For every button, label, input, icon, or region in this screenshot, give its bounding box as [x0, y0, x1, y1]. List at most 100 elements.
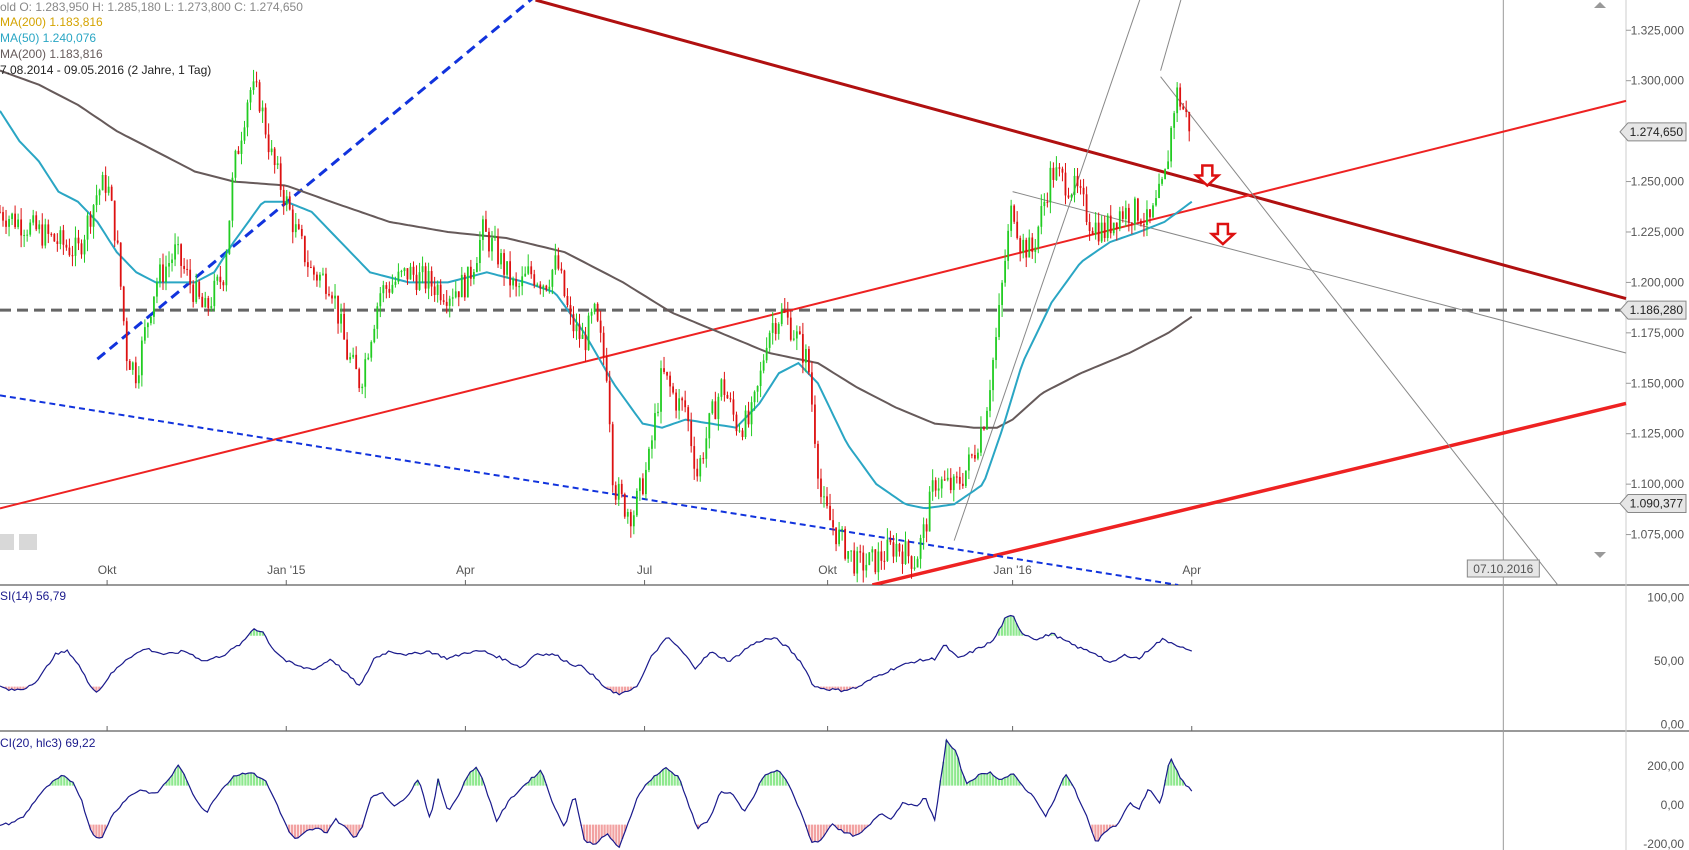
candle-body	[352, 354, 355, 358]
candle-body	[297, 224, 300, 230]
candle	[1188, 111, 1191, 142]
candle-body	[131, 362, 134, 370]
candle	[41, 213, 44, 249]
candle	[376, 302, 379, 339]
candle-body	[554, 255, 557, 270]
candle	[65, 239, 68, 251]
candle-body	[901, 551, 904, 565]
candle	[237, 146, 240, 155]
candle-body	[497, 236, 499, 265]
candle-body	[829, 505, 831, 521]
x-tick-label: Jan '16	[993, 563, 1032, 577]
candle	[303, 235, 306, 267]
candle	[977, 448, 979, 461]
candle-body	[485, 219, 487, 232]
candle-body	[406, 268, 409, 280]
candle	[629, 509, 632, 538]
candle	[328, 286, 330, 297]
candle-body	[1034, 247, 1037, 252]
candle-body	[291, 209, 294, 233]
candle	[273, 146, 276, 174]
candle	[475, 257, 478, 273]
scroll-down-arrow[interactable]	[1594, 552, 1606, 558]
candle-body	[654, 413, 656, 441]
candle	[1106, 213, 1109, 242]
candle-body	[86, 215, 89, 240]
candle	[681, 396, 684, 411]
candle-body	[11, 213, 13, 220]
candle	[1070, 193, 1073, 201]
pane-collapse-button[interactable]	[0, 534, 14, 550]
candle-body	[89, 215, 92, 227]
candle-body	[445, 301, 448, 306]
candle-body	[415, 274, 418, 290]
candle-body	[1025, 239, 1028, 258]
candle	[838, 521, 840, 547]
candle	[1043, 193, 1046, 216]
candle	[623, 492, 626, 519]
candle	[850, 550, 853, 562]
candle-body	[288, 196, 291, 210]
candle	[635, 488, 638, 518]
candle	[219, 265, 222, 290]
candle-body	[165, 266, 167, 282]
scroll-up-arrow[interactable]	[1594, 2, 1606, 8]
candle	[1082, 178, 1085, 207]
candle-body	[113, 200, 116, 241]
candle	[11, 212, 13, 226]
candle	[823, 486, 825, 508]
candle-body	[394, 281, 397, 285]
support-price-box: 1.186,280	[1619, 300, 1687, 320]
candle-body	[98, 190, 101, 196]
candle-body	[536, 284, 539, 286]
candle	[581, 322, 584, 339]
candle	[687, 404, 690, 432]
candle	[992, 357, 994, 402]
candle	[880, 540, 883, 570]
candle-body	[1176, 87, 1179, 114]
lower-blue-dashed-trendline	[0, 394, 1179, 585]
candle-body	[1094, 222, 1097, 235]
candle-body	[334, 295, 336, 299]
candle	[1058, 162, 1061, 177]
candle-body	[436, 284, 439, 295]
candle	[744, 405, 747, 440]
candle-body	[756, 386, 759, 392]
candle-body	[448, 298, 451, 306]
candle-body	[146, 323, 149, 328]
rsi-label: SI(14) 56,79	[0, 589, 67, 603]
candle	[847, 550, 850, 563]
y-tick-label: 1.100,000	[1631, 477, 1685, 491]
candle-body	[219, 276, 222, 283]
candle	[204, 291, 207, 308]
candle	[107, 176, 110, 196]
candle	[720, 378, 723, 401]
candle	[98, 188, 101, 205]
candle-body	[635, 490, 638, 516]
candle	[587, 312, 590, 351]
candle-body	[77, 237, 80, 244]
candle	[560, 262, 563, 274]
candle-body	[240, 140, 243, 154]
candle	[1118, 206, 1121, 232]
candle-body	[1124, 207, 1127, 219]
candle	[916, 556, 919, 568]
candle-body	[2, 212, 4, 221]
candle-body	[605, 356, 608, 381]
overbought-fill	[247, 615, 1056, 636]
candle	[853, 542, 856, 577]
candle	[177, 236, 179, 255]
candle-body	[702, 458, 705, 460]
candle-body	[820, 478, 822, 497]
candle	[231, 172, 234, 228]
candle-body	[895, 543, 898, 557]
candle	[267, 123, 270, 160]
pane-maximize-button[interactable]	[19, 534, 37, 550]
candle	[518, 282, 521, 297]
candle-body	[153, 296, 155, 317]
candle	[285, 189, 288, 212]
candle-body	[183, 265, 186, 269]
candle	[38, 220, 41, 234]
candle-body	[889, 539, 892, 543]
